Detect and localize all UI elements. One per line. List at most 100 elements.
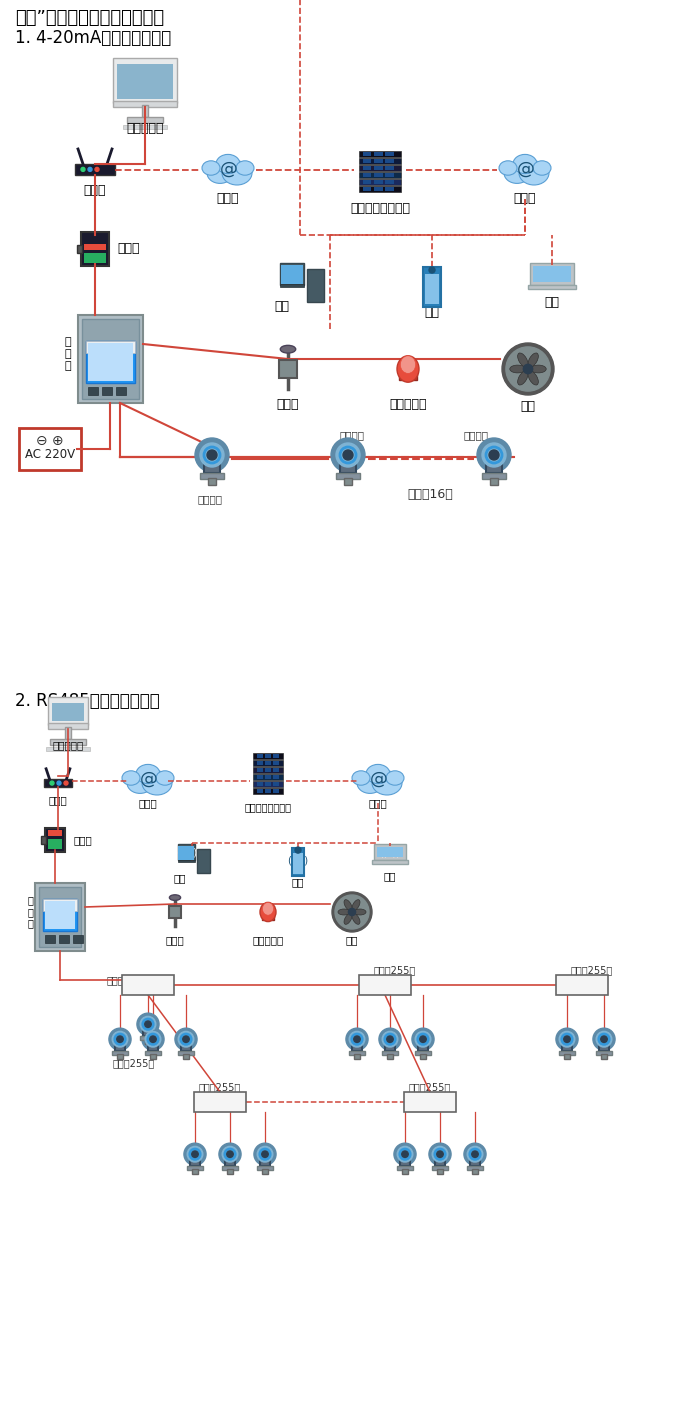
Bar [374,844,406,861]
Text: ((•)): ((•)) [176,848,197,858]
Circle shape [64,781,68,785]
Text: ((•)): ((•)) [379,847,400,857]
Circle shape [331,438,365,471]
Circle shape [601,1036,608,1043]
Bar [194,1092,246,1112]
Bar [363,173,372,177]
Circle shape [559,1031,575,1047]
Circle shape [183,1036,189,1043]
Bar [48,839,62,848]
Ellipse shape [513,155,537,173]
Circle shape [349,909,356,916]
Bar [470,1154,480,1166]
Text: ((•)): ((•)) [421,280,442,290]
Text: 信号输出: 信号输出 [463,431,489,440]
Bar [82,319,139,400]
Bar [386,166,394,170]
Text: 可连接255台: 可连接255台 [199,1082,241,1092]
Bar [280,284,304,287]
Bar [363,166,372,170]
Bar [117,65,173,98]
Bar [148,1040,158,1051]
Text: 485中继器: 485中继器 [412,1097,448,1107]
Bar [530,263,574,284]
Bar [146,1040,150,1044]
Bar [253,767,283,772]
Circle shape [556,1029,578,1050]
Circle shape [207,450,217,460]
Circle shape [254,1142,276,1165]
Circle shape [137,1013,159,1036]
Circle shape [464,1142,486,1165]
Bar [59,936,69,943]
Bar [178,1051,194,1055]
Text: 2. RS485信号连接系统图: 2. RS485信号连接系统图 [15,692,160,711]
Circle shape [502,343,554,395]
Ellipse shape [504,163,530,183]
Ellipse shape [400,356,416,373]
Text: 电磁阀: 电磁阀 [166,936,184,946]
Text: 风机: 风机 [521,401,536,414]
Bar [73,936,83,943]
Circle shape [192,1151,198,1158]
Ellipse shape [122,771,140,785]
Circle shape [349,1031,365,1047]
Bar [387,1054,393,1058]
Ellipse shape [517,353,528,367]
Text: 互联网: 互联网 [514,193,536,205]
Circle shape [420,1036,426,1043]
Ellipse shape [280,345,295,353]
Bar [43,899,77,931]
Bar [86,340,135,353]
Circle shape [564,1036,570,1043]
Ellipse shape [127,772,153,794]
Ellipse shape [397,356,419,383]
Bar [197,850,209,874]
Circle shape [262,1151,268,1158]
Bar [349,1051,365,1055]
Bar [265,768,271,772]
Circle shape [88,167,92,172]
Bar [88,387,98,395]
Text: 信号输出: 信号输出 [106,975,130,985]
Bar [225,1154,235,1166]
Bar [359,165,401,172]
Text: 可连接255台: 可连接255台 [113,1058,155,1068]
Circle shape [150,1036,156,1043]
Bar [253,774,283,779]
Text: @: @ [140,770,158,788]
Text: ⊕: ⊕ [52,433,64,447]
Ellipse shape [136,764,160,784]
Ellipse shape [386,771,404,785]
Circle shape [506,348,550,391]
Circle shape [343,450,353,460]
Bar [81,232,109,266]
Bar [178,846,195,860]
Bar [48,830,62,836]
Text: ((•)): ((•)) [541,269,563,279]
Bar [45,900,75,929]
Text: AC 220V: AC 220V [25,449,75,461]
Bar [336,473,360,478]
Circle shape [489,450,499,460]
Ellipse shape [207,163,233,183]
Ellipse shape [372,771,402,795]
Text: ((•)): ((•)) [288,855,309,865]
Bar [75,165,115,174]
Ellipse shape [357,772,383,794]
Ellipse shape [499,160,517,176]
Bar [438,1169,442,1173]
Text: 风机: 风机 [346,936,358,946]
Bar [273,782,279,787]
Circle shape [394,1142,416,1165]
Bar [112,1051,128,1055]
Text: 大众”系列带显示固定式检测仪: 大众”系列带显示固定式检测仪 [15,8,164,27]
Text: 声光报警器: 声光报警器 [253,936,284,946]
Text: 终端: 终端 [384,871,396,881]
Text: 互联网: 互联网 [369,798,387,808]
Circle shape [200,443,224,467]
Circle shape [227,1151,233,1158]
Bar [359,179,401,184]
Circle shape [50,781,54,785]
Bar [262,1169,267,1173]
